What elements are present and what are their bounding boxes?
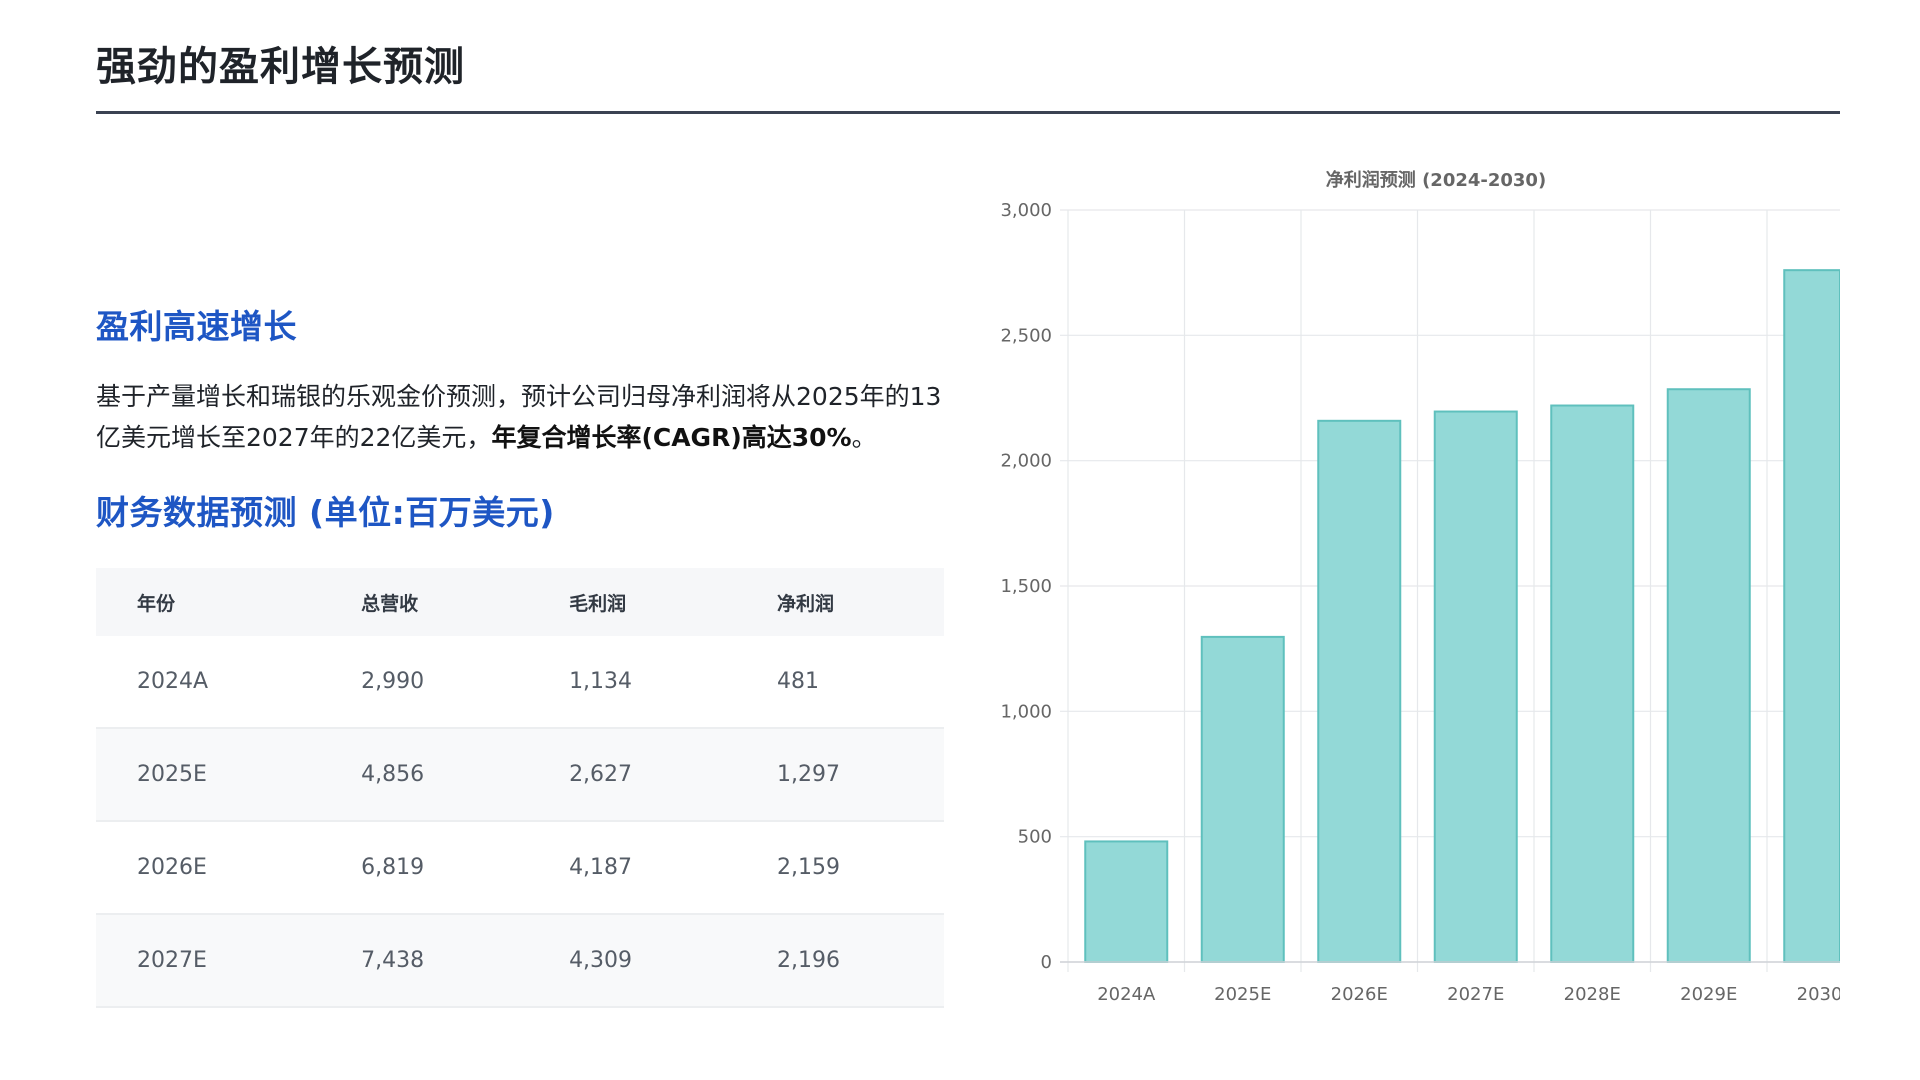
left-column: 盈利高速增长 基于产量增长和瑞银的乐观金价预测，预计公司归母净利润将从2025年…	[96, 300, 946, 1008]
page-title: 强劲的盈利增长预测	[96, 44, 465, 90]
bar-2027E	[1433, 410, 1518, 963]
cell-year: 2024A	[96, 636, 321, 729]
y-tick-label: 3,000	[1000, 200, 1052, 221]
table-row: 2026E 6,819 4,187 2,159	[96, 821, 944, 915]
intro-end: 。	[851, 423, 877, 452]
bar-2025E	[1200, 635, 1285, 963]
cell-gross-profit: 4,309	[528, 914, 737, 1008]
header-gross-profit: 毛利润	[569, 592, 627, 615]
table-row: 2024A 2,990 1,134 481	[96, 636, 944, 729]
cell-revenue: 6,819	[320, 821, 529, 915]
title-divider	[96, 111, 1840, 114]
table-header-row: 年份 总营收 毛利润 净利润	[96, 568, 944, 636]
bar-chart-svg: 净利润预测 (2024-2030) 0 500 1,000 1,500 2,000 2,5…	[1000, 169, 1850, 1005]
bar-2024A	[1084, 840, 1169, 963]
grid-layer	[1060, 209, 1840, 972]
y-tick-label: 1,500	[1000, 576, 1052, 597]
header-revenue: 总营收	[361, 592, 419, 615]
y-tick-label: 0	[1041, 952, 1052, 973]
intro-text: 基于产量增长和瑞银的乐观金价预测，预计公司归母净利润将从2025年的13亿美元增…	[96, 382, 942, 452]
table-heading: 财务数据预测 (单位:百万美元)	[96, 493, 555, 532]
cell-year: 2027E	[96, 914, 321, 1008]
chart-title: 净利润预测 (2024-2030)	[1326, 169, 1546, 191]
bar-2026E	[1317, 419, 1402, 963]
cell-year: 2025E	[96, 728, 321, 822]
intro-highlight: 年复合增长率(CAGR)高达30%	[491, 423, 852, 452]
y-tick-label: 500	[1018, 827, 1052, 848]
net-profit-chart: 净利润预测 (2024-2030) 0 500 1,000 1,500 2,000 2,5…	[970, 150, 1850, 1020]
bar-2029E	[1666, 388, 1751, 963]
intro-paragraph: 基于产量增长和瑞银的乐观金价预测，预计公司归母净利润将从2025年的13亿美元增…	[96, 376, 946, 458]
axis-layer: 0 500 1,000 1,500 2,000 2,500 3,000 2024A 2025E 2…	[1000, 200, 1850, 1005]
y-tick-label: 2,500	[1000, 325, 1052, 346]
cell-net-profit: 2,159	[736, 821, 944, 915]
cell-net-profit: 2,196	[736, 914, 944, 1008]
header-year: 年份	[137, 592, 176, 615]
y-tick-label: 2,000	[1000, 451, 1052, 472]
section-heading: 盈利高速增长	[96, 307, 297, 346]
cell-gross-profit: 1,134	[528, 636, 737, 729]
x-tick-label: 2025E	[1214, 984, 1271, 1005]
x-tick-label: 2027E	[1447, 984, 1504, 1005]
cell-net-profit: 1,297	[736, 728, 944, 822]
x-tick-label: 2026E	[1331, 984, 1388, 1005]
x-tick-label: 2028E	[1564, 984, 1621, 1005]
cell-gross-profit: 4,187	[528, 821, 737, 915]
x-tick-label: 2029E	[1680, 984, 1737, 1005]
cell-revenue: 7,438	[320, 914, 529, 1008]
cell-net-profit: 481	[736, 636, 944, 729]
cell-revenue: 2,990	[320, 636, 529, 729]
bar-2028E	[1550, 404, 1635, 963]
table-row: 2025E 4,856 2,627 1,297	[96, 728, 944, 822]
table-row: 2027E 7,438 4,309 2,196	[96, 914, 944, 1008]
cell-gross-profit: 2,627	[528, 728, 737, 822]
y-tick-label: 1,000	[1000, 701, 1052, 722]
cell-revenue: 4,856	[320, 728, 529, 822]
bars-layer	[1084, 269, 1840, 964]
cell-year: 2026E	[96, 821, 321, 915]
bar-2030E	[1783, 269, 1840, 964]
header-net-profit: 净利润	[777, 592, 835, 615]
financial-table: 年份 总营收 毛利润 净利润 2024A 2,990 1,134 481 202…	[96, 568, 944, 1008]
x-tick-label: 2030E	[1797, 984, 1850, 1005]
x-tick-label: 2024A	[1097, 984, 1156, 1005]
